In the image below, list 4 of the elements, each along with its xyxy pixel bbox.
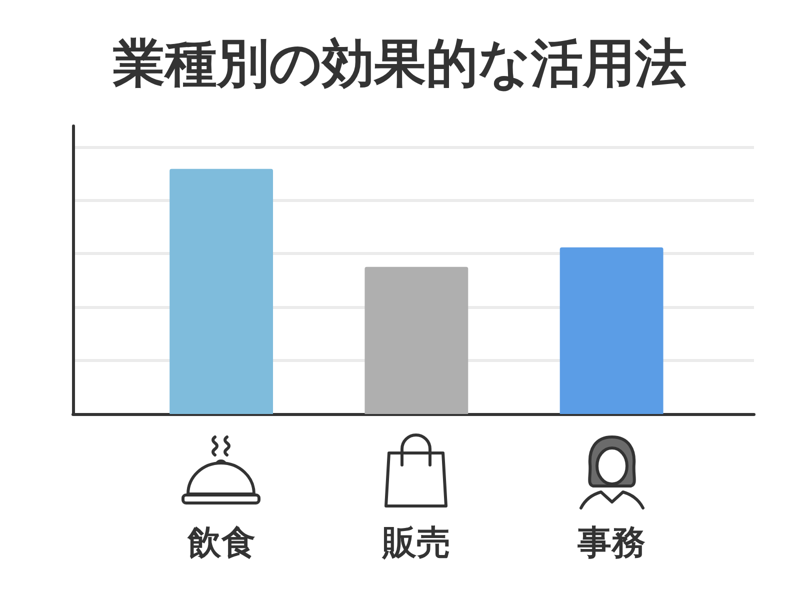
chart-title: 業種別の効果的な活用法 [112,34,687,94]
x-tick-label: 飲食 [186,523,256,563]
x-tick-label: 販売 [381,523,450,563]
x-tick-label: 事務 [576,523,646,563]
